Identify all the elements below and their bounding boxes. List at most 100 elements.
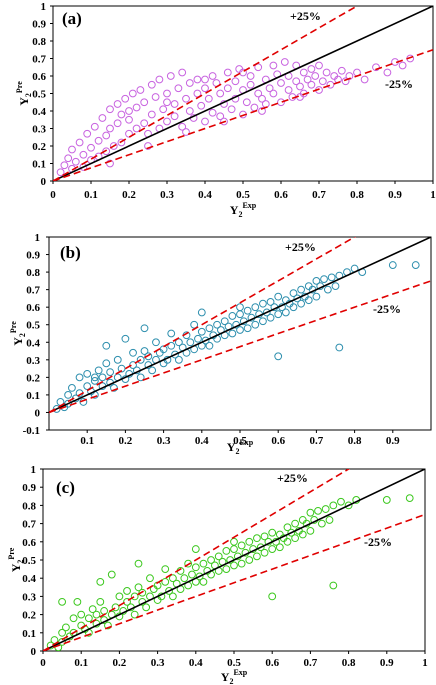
data-point (125, 115, 133, 124)
data-point (291, 519, 300, 528)
data-point (121, 334, 130, 343)
data-point (174, 355, 183, 364)
data-point (130, 592, 139, 601)
data-point (292, 77, 301, 86)
data-point (298, 530, 307, 539)
data-point (266, 298, 275, 306)
data-point (291, 534, 300, 543)
minus-25-line (53, 48, 433, 181)
data-point (341, 77, 350, 86)
data-point (174, 338, 183, 347)
data-point (174, 84, 183, 93)
data-point (321, 505, 330, 513)
data-point (75, 373, 84, 382)
data-point (129, 348, 137, 357)
data-point (311, 72, 320, 80)
data-point (75, 138, 84, 147)
data-point (306, 508, 315, 517)
data-point (166, 72, 175, 80)
data-point (251, 303, 260, 312)
minus-25-line (49, 280, 431, 414)
identity-line (49, 237, 431, 414)
data-point (94, 136, 103, 145)
data-point (64, 391, 72, 399)
data-point (223, 84, 232, 93)
y-tick-label: 0.6 (32, 71, 46, 83)
y-tick-label: 0.5 (26, 320, 40, 332)
data-point (258, 94, 266, 103)
data-point (107, 570, 116, 579)
data-point (102, 147, 111, 156)
data-point (94, 366, 103, 375)
y-tick-label: 0.4 (26, 337, 40, 349)
data-point (161, 565, 170, 573)
plus-25-annotation: +25% (285, 240, 316, 254)
data-point (194, 334, 202, 343)
identity-line (53, 6, 433, 181)
y-tick-label: 0.2 (22, 610, 36, 622)
data-point (73, 597, 82, 606)
y-tick-label: 0.1 (32, 159, 46, 171)
data-point (155, 75, 164, 84)
y-tick-label: 1 (35, 232, 41, 244)
data-point (168, 592, 177, 601)
data-point (167, 329, 176, 338)
data-point (268, 528, 277, 537)
data-point (297, 299, 306, 308)
data-point (253, 534, 261, 543)
data-point (102, 359, 111, 368)
data-point (178, 68, 187, 77)
y-axis-label: Y2Pre (9, 321, 27, 346)
data-point (230, 561, 238, 570)
x-tick-label: 0.5 (233, 435, 247, 447)
data-point (274, 310, 283, 319)
data-point (69, 614, 78, 623)
data-point (58, 628, 66, 637)
data-point (398, 61, 407, 70)
data-point (201, 336, 210, 345)
y-tick-label: 0.7 (22, 519, 36, 531)
data-point (253, 552, 261, 561)
scatter-series (52, 261, 420, 413)
x-tick-label: 0.8 (342, 657, 356, 669)
data-point (388, 261, 397, 269)
y-tick-label: 0.8 (26, 267, 40, 279)
data-point (298, 516, 307, 524)
data-point (79, 150, 88, 159)
x-tick-label: 1 (430, 189, 436, 201)
x-tick-label: 0.9 (386, 435, 400, 447)
data-point (182, 128, 190, 136)
y-axis-label: Y2Pre (7, 547, 25, 572)
data-point (281, 308, 290, 317)
data-point (245, 556, 254, 564)
reference-lines (49, 237, 431, 414)
data-point (136, 355, 145, 364)
minus-25-annotation: -25% (385, 77, 413, 91)
data-point (191, 563, 200, 572)
data-point (170, 112, 179, 121)
data-point (62, 623, 70, 632)
data-point (83, 129, 92, 138)
data-point (102, 341, 111, 350)
data-point (188, 570, 196, 579)
plus-25-line (43, 469, 351, 651)
data-point (307, 80, 316, 89)
data-point (144, 352, 153, 361)
y-tick-label: 0.3 (22, 591, 36, 603)
data-point (317, 519, 326, 528)
data-point (68, 383, 76, 392)
data-point (256, 543, 265, 552)
x-tick-label: 0.3 (157, 435, 171, 447)
minus-25-annotation: -25% (364, 535, 392, 549)
x-tick-label: 0.4 (195, 435, 209, 447)
data-point (106, 124, 114, 133)
y-tick-label: 0.6 (22, 537, 36, 549)
data-point (306, 526, 315, 535)
data-point (165, 587, 173, 595)
x-tick-label: 0.6 (274, 189, 288, 201)
y-tick-label: 0.7 (26, 285, 40, 297)
y-tick-label: -0.1 (23, 425, 40, 437)
data-point (113, 119, 122, 128)
chart-panel: 0.1 0.2 0.3 0.4 0.5 0.6 0.7 0.8 0.9 -0.1 0 0.1 0.2 0.… (9, 232, 432, 456)
y-tick-label: 0.9 (32, 19, 46, 31)
